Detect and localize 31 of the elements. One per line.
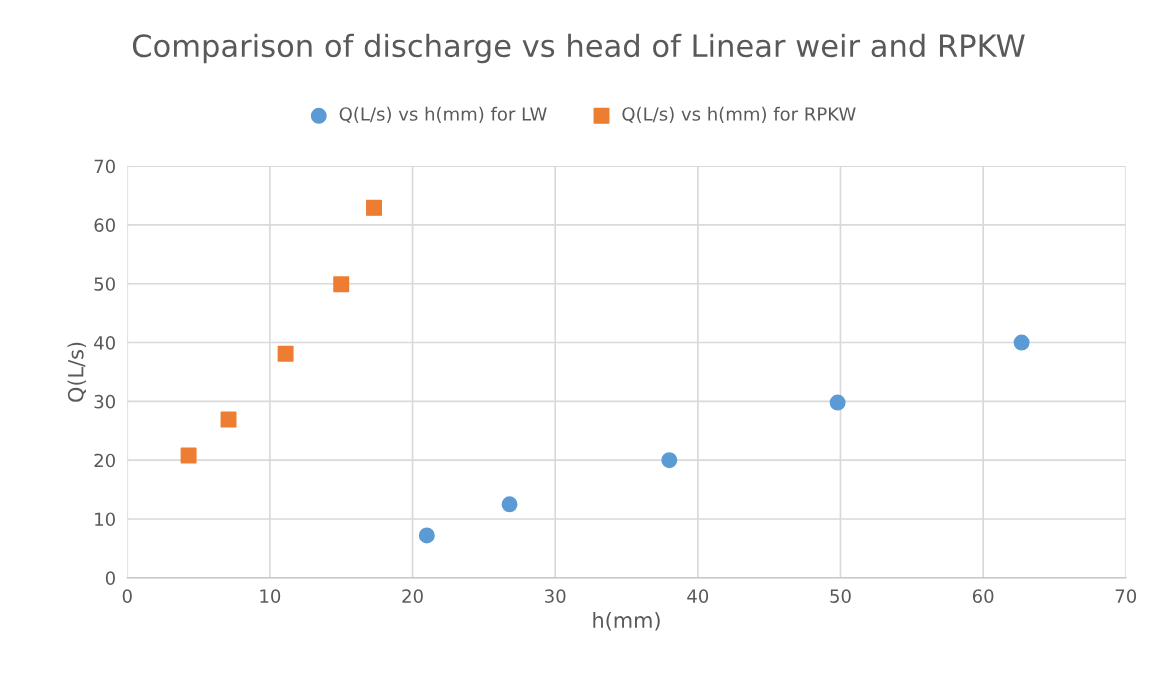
point [277,345,294,362]
point [501,496,518,513]
x-tick-label: 30 [545,589,566,603]
y-tick-label: 10 [95,512,115,527]
x-tick-label: 10 [260,589,281,603]
y-axis-title: Q(L/s) [67,342,87,402]
legend-label: Q(L/s) vs h(mm) for LW [339,106,547,123]
x-axis-title: h(mm) [593,611,660,631]
point [418,527,435,544]
y-tick-label: 50 [94,277,115,291]
x-tick-label: 0 [122,589,132,603]
y-tick-label: 40 [94,336,115,350]
y-tick-label: 60 [94,218,115,233]
y-tick-label: 0 [105,571,115,585]
point [220,411,237,428]
y-tick-label: 20 [94,453,115,468]
point [661,452,678,469]
y-tick-label: 70 [94,159,115,174]
x-tick-label: 70 [1115,589,1137,603]
x-tick-label: 20 [402,589,423,603]
point [366,199,383,216]
legend-label: Q(L/s) vs h(mm) for RPKW [622,106,856,123]
chart-title: Comparison of discharge vs head of Linear weir and RPKW [132,33,1025,64]
point [1013,334,1030,351]
x-tick-label: 40 [687,589,709,603]
point [333,276,350,293]
point [180,447,197,464]
point [829,394,846,411]
y-tick-label: 30 [94,394,115,409]
x-tick-label: 60 [972,589,994,603]
x-tick-label: 50 [830,589,851,603]
